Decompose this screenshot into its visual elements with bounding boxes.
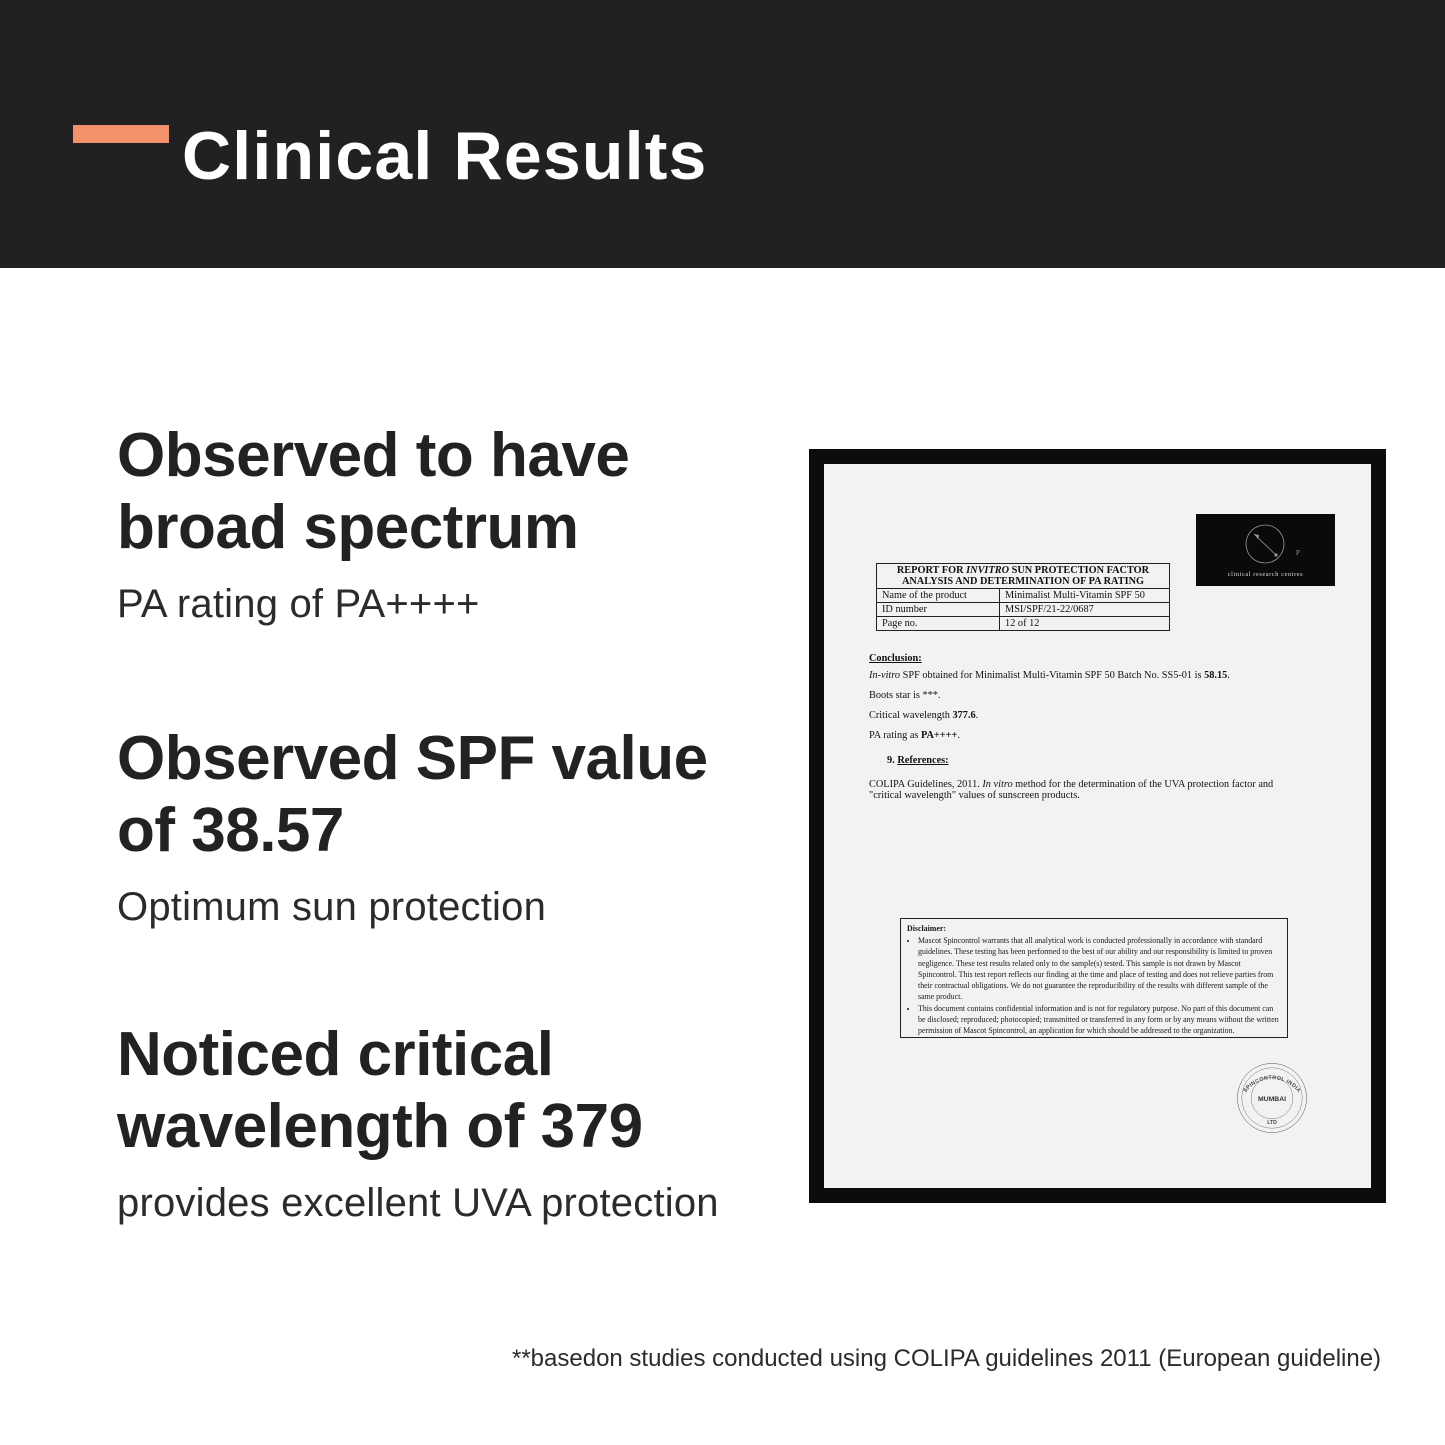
svg-text:P: P [1296,549,1300,557]
svg-text:LTD: LTD [1267,1120,1277,1126]
svg-text:MUMBAI: MUMBAI [1258,1096,1286,1103]
svg-text:SPINCONTROL INDIA PVT: SPINCONTROL INDIA PVT [1236,1062,1303,1095]
